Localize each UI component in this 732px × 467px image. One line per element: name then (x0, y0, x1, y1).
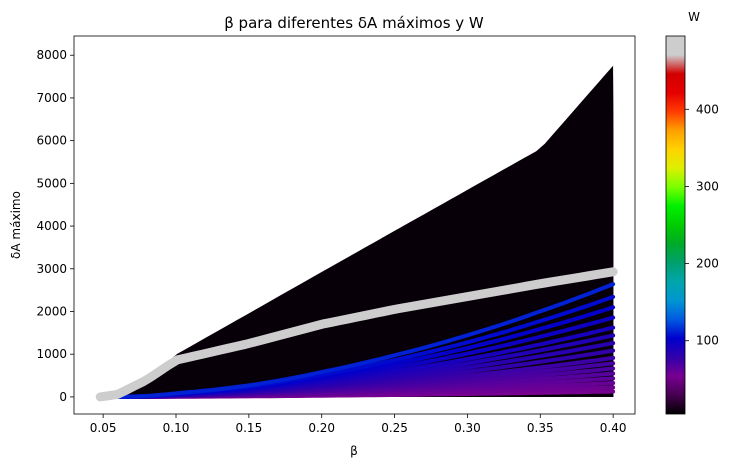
colorbar-tick-label: 200 (696, 257, 719, 271)
upper-envelope (95, 267, 618, 402)
y-tick-label: 6000 (36, 134, 67, 148)
plot-frame (73, 35, 636, 415)
x-tick-label: 0.20 (308, 421, 335, 435)
y-axis-label: δA máximo (9, 191, 23, 259)
y-tick-label: 2000 (36, 304, 67, 318)
x-axis-ticks: 0.05 0.10 0.15 0.20 0.25 0.30 0.35 0.40 (90, 414, 627, 435)
x-tick-label: 0.40 (600, 421, 627, 435)
colorbar-gradient (665, 35, 686, 415)
y-tick-label: 7000 (36, 91, 67, 105)
plot-area (95, 65, 618, 402)
chart-title: β para diferentes δA máximos y W (224, 14, 484, 32)
colorbar-ticks: 100 200 300 400 (685, 102, 719, 348)
x-tick-label: 0.35 (527, 421, 554, 435)
series-curve (98, 282, 616, 399)
y-axis-ticks: 0 1000 2000 3000 4000 5000 6000 7000 8000 (36, 48, 74, 404)
x-tick-label: 0.05 (90, 421, 117, 435)
y-tick-label: 0 (59, 390, 67, 404)
x-tick-label: 0.15 (235, 421, 262, 435)
x-tick-label: 0.10 (163, 421, 190, 435)
data-band (100, 65, 614, 397)
colorbar: W 100 200 300 400 (665, 10, 719, 415)
separated-curves (98, 282, 616, 399)
x-tick-label: 0.25 (381, 421, 408, 435)
y-tick-label: 8000 (36, 48, 67, 62)
y-tick-label: 1000 (36, 347, 67, 361)
colorbar-tick-label: 100 (696, 334, 719, 348)
colorbar-label: W (688, 10, 700, 24)
x-tick-label: 0.30 (454, 421, 481, 435)
colorbar-tick-label: 400 (696, 102, 719, 116)
x-axis-label: β (350, 444, 358, 458)
y-tick-label: 5000 (36, 176, 67, 190)
envelope-curve (95, 267, 618, 402)
colorbar-tick-label: 300 (696, 179, 719, 193)
y-tick-label: 4000 (36, 219, 67, 233)
y-tick-label: 3000 (36, 262, 67, 276)
